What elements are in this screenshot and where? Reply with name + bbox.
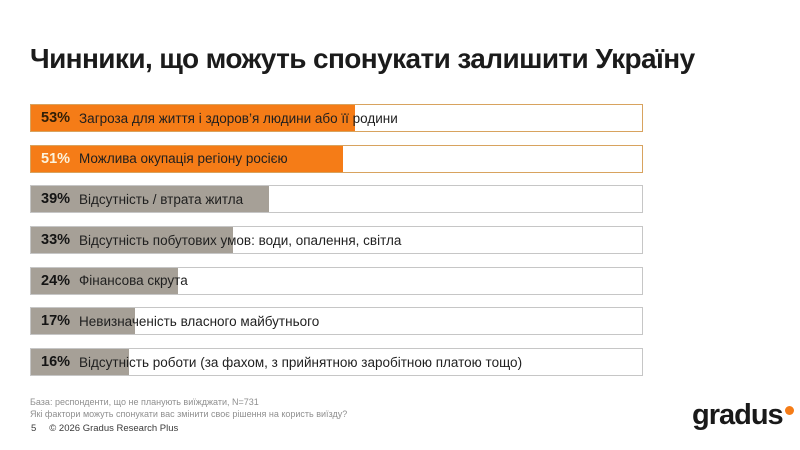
bar-value: 39% <box>41 191 71 208</box>
bar-label: Відсутність / втрата житла <box>79 191 244 207</box>
bar-text: 17% Невизначеність власного майбутнього <box>41 308 638 334</box>
gradus-logo-text: gradus <box>692 399 784 431</box>
bar-text: 51% Можлива окупація регіону росією <box>41 146 638 172</box>
bar-value: 24% <box>41 272 71 289</box>
bar-fill <box>31 349 129 376</box>
bar-row: 33% Відсутність побутових умов: води, опа… <box>30 226 643 255</box>
bar-text: 53% Загроза для життя і здоров’я людини а… <box>41 105 638 131</box>
bar-text: 39% Відсутність / втрата житла <box>41 186 638 212</box>
bar-row: 16% Відсутність роботи (за фахом, з прийн… <box>30 348 643 377</box>
bar-text: 33% Відсутність побутових умов: води, опа… <box>41 227 638 253</box>
bar-fill <box>31 267 178 294</box>
bar-row: 17% Невизначеність власного майбутнього <box>30 307 643 336</box>
bar-label: Відсутність побутових умов: води, опален… <box>79 232 402 248</box>
bar-label: Можлива окупація регіону росією <box>79 151 288 167</box>
bar-fill <box>31 145 343 172</box>
bar-value: 51% <box>41 150 71 167</box>
copyright: © 2026 Gradus Research Plus <box>49 423 179 434</box>
bar-row: 53% Загроза для життя і здоров’я людини а… <box>30 104 643 132</box>
bar-row: 51% Можлива окупація регіону росією <box>30 144 643 173</box>
bar-value: 17% <box>41 313 71 330</box>
bar-value: 16% <box>41 354 71 371</box>
bar-fill <box>31 308 135 335</box>
page-title: Чинники, що можуть спонукати залишити Ук… <box>30 42 695 74</box>
bar-text: 24% Фінансова скрута <box>41 268 638 294</box>
bar-text: 16% Відсутність роботи (за фахом, з прийн… <box>41 349 638 375</box>
bar-label: Невизначеність власного майбутнього <box>79 313 320 329</box>
bar-row: 24% Фінансова скрута <box>30 266 643 295</box>
footnotes: База: респонденти, що не планують виїждж… <box>30 396 347 420</box>
bar-fill <box>31 186 270 213</box>
bar-row: 39% Відсутність / втрата житла <box>30 185 643 214</box>
bar-value: 53% <box>41 110 71 126</box>
question-note: Які фактори можуть спонукати вас змінити… <box>30 409 348 420</box>
bar-label: Фінансова скрута <box>79 273 188 289</box>
bar-fill <box>31 105 355 131</box>
bar-chart: 53% Загроза для життя і здоров’я людини а… <box>30 104 643 377</box>
gradus-logo-dot-icon <box>784 406 794 415</box>
bottom-row: 5 © 2026 Gradus Research Plus <box>31 423 178 434</box>
gradus-logo: gradus <box>692 399 794 432</box>
page-number: 5 <box>31 423 37 434</box>
base-note: База: респонденти, що не планують виїждж… <box>30 397 259 407</box>
bar-value: 33% <box>41 232 71 249</box>
bar-label: Загроза для життя і здоров’я людини або … <box>79 110 398 126</box>
bar-fill <box>31 227 233 254</box>
bar-label: Відсутність роботи (за фахом, з прийнятн… <box>79 354 523 370</box>
